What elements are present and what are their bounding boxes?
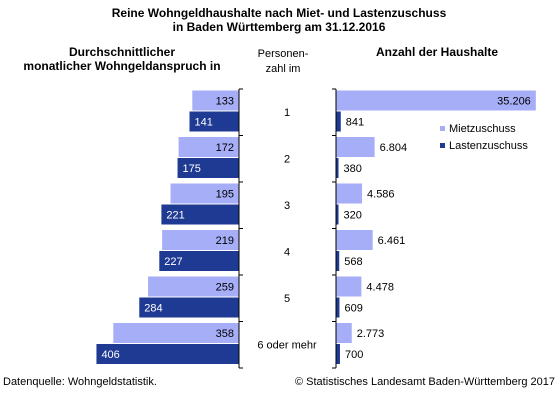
right-label-mietzuschuss: 4.478 — [366, 282, 394, 294]
left-label-lastenzuschuss: 221 — [166, 210, 184, 222]
right-label-lastenzuschuss: 609 — [344, 303, 362, 315]
category-label: 4 — [284, 247, 290, 259]
right-label-lastenzuschuss: 841 — [346, 117, 364, 129]
left-label-lastenzuschuss: 141 — [194, 117, 212, 129]
left-panel-title-line2: monatlicher Wohngeldanspruch in — [23, 59, 220, 73]
left-label-mietzuschuss: 259 — [216, 282, 234, 294]
right-label-lastenzuschuss: 380 — [344, 163, 362, 175]
category-label: 2 — [284, 154, 290, 166]
left-label-mietzuschuss: 358 — [216, 328, 234, 340]
left-bar-mietzuschuss — [148, 276, 239, 297]
right-bar-lastenzuschuss — [336, 251, 340, 271]
left-bar-mietzuschuss — [178, 137, 239, 157]
bars-group: 13314135.20684111721756.80438021952214.5… — [96, 88, 536, 369]
right-label-lastenzuschuss: 568 — [344, 256, 362, 268]
left-label-lastenzuschuss: 406 — [101, 349, 119, 361]
legend-swatch-lastenzuschuss — [440, 143, 445, 148]
right-bar-mietzuschuss — [336, 137, 375, 157]
left-label-mietzuschuss: 195 — [216, 189, 234, 201]
left-panel-title-line1: Durchschnittlicher — [69, 45, 175, 59]
left-label-lastenzuschuss: 284 — [144, 303, 162, 315]
left-bar-lastenzuschuss — [161, 204, 239, 225]
legend-swatch-mietzuschuss — [440, 126, 445, 131]
left-bar-lastenzuschuss — [139, 297, 239, 318]
right-bar-lastenzuschuss — [336, 158, 339, 178]
chart-title-line1: Reine Wohngeldhaushalte nach Miet- und L… — [112, 6, 447, 20]
category-label: 6 oder mehr — [257, 340, 317, 352]
left-bar-lastenzuschuss — [159, 251, 239, 271]
right-bar-lastenzuschuss — [336, 111, 341, 132]
left-bar-mietzuschuss — [192, 90, 239, 111]
right-bar-mietzuschuss — [336, 276, 362, 297]
category-label: 3 — [284, 200, 290, 212]
left-label-mietzuschuss: 133 — [216, 96, 234, 108]
right-label-mietzuschuss: 6.804 — [380, 142, 408, 154]
footer-source: Datenquelle: Wohngeldstatistik. — [3, 376, 157, 388]
category-label: 1 — [284, 107, 290, 119]
left-bar-lastenzuschuss — [96, 344, 240, 364]
center-label-line1: Personen- — [258, 48, 309, 60]
left-bar-mietzuschuss — [113, 323, 239, 343]
right-bar-mietzuschuss — [336, 183, 363, 204]
center-label-line2: zahl im — [266, 63, 301, 75]
right-bar-mietzuschuss — [336, 90, 536, 111]
legend-label-mietzuschuss: Mietzuschuss — [449, 123, 516, 135]
right-panel-title: Anzahl der Haushalte — [376, 45, 498, 59]
right-label-mietzuschuss: 6.461 — [378, 235, 406, 247]
category-label: 5 — [284, 293, 290, 305]
right-bar-mietzuschuss — [336, 323, 352, 343]
right-label-lastenzuschuss: 320 — [344, 210, 362, 222]
chart-title-line2: in Baden Württemberg am 31.12.2016 — [173, 20, 386, 34]
legend-label-lastenzuschuss: Lastenzuschuss — [449, 140, 528, 152]
right-bar-mietzuschuss — [336, 230, 373, 250]
left-label-lastenzuschuss: 227 — [164, 256, 182, 268]
left-bar-mietzuschuss — [162, 230, 239, 250]
right-label-mietzuschuss: 4.586 — [367, 189, 395, 201]
right-label-mietzuschuss: 35.206 — [497, 96, 531, 108]
right-bar-lastenzuschuss — [336, 297, 340, 318]
left-label-mietzuschuss: 172 — [216, 142, 234, 154]
right-bar-lastenzuschuss — [336, 344, 340, 364]
left-bar-lastenzuschuss — [177, 158, 239, 178]
left-label-lastenzuschuss: 175 — [183, 163, 201, 175]
legend: Mietzuschuss Lastenzuschuss — [440, 123, 528, 152]
right-label-mietzuschuss: 2.773 — [357, 328, 385, 340]
left-label-mietzuschuss: 219 — [216, 235, 234, 247]
left-bar-mietzuschuss — [170, 183, 239, 204]
right-bar-lastenzuschuss — [336, 204, 339, 225]
right-label-lastenzuschuss: 700 — [345, 349, 363, 361]
footer-copyright: © Statistisches Landesamt Baden-Württemb… — [295, 376, 555, 388]
left-bar-lastenzuschuss — [189, 111, 239, 132]
